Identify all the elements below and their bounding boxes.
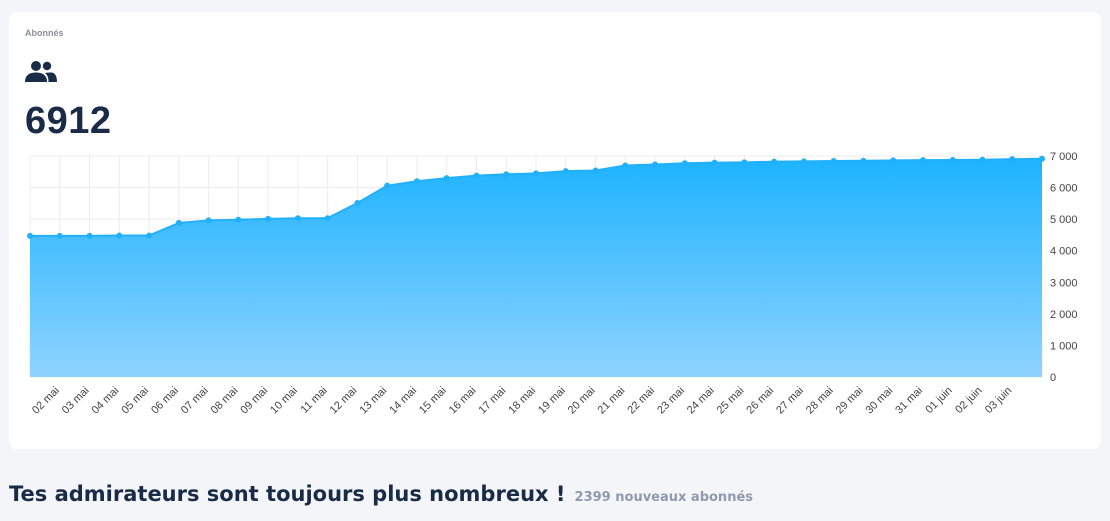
data-point <box>681 160 688 167</box>
data-point <box>354 200 361 207</box>
x-tick-label: 10 mai <box>268 385 300 417</box>
x-tick-label: 24 mai <box>685 385 717 417</box>
x-tick-label: 08 mai <box>209 385 241 417</box>
data-point <box>473 172 480 179</box>
x-tick-label: 07 mai <box>179 385 211 417</box>
data-point <box>830 158 837 165</box>
data-point <box>771 158 778 165</box>
x-tick-label: 04 mai <box>90 385 122 417</box>
y-tick-label: 7 000 <box>1050 151 1078 163</box>
series-area <box>30 158 1042 377</box>
data-point <box>205 217 212 224</box>
x-tick-label: 28 mai <box>804 385 836 417</box>
data-point <box>146 232 153 239</box>
y-tick-label: 0 <box>1050 372 1056 384</box>
x-tick-label: 16 mai <box>447 385 479 417</box>
footer-message: Tes admirateurs sont toujours plus nombr… <box>9 482 753 506</box>
x-tick-label: 03 mai <box>60 385 92 417</box>
x-tick-label: 25 mai <box>715 385 747 417</box>
data-point <box>919 157 926 164</box>
x-tick-label: 18 mai <box>506 385 538 417</box>
x-tick-label: 29 mai <box>834 385 866 417</box>
x-tick-label: 22 mai <box>625 385 657 417</box>
x-tick-label: 05 mai <box>119 385 151 417</box>
x-tick-label: 12 mai <box>328 385 360 417</box>
x-tick-label: 27 mai <box>774 385 806 417</box>
y-tick-label: 1 000 <box>1050 340 1078 352</box>
x-tick-label: 31 mai <box>893 385 925 417</box>
data-point <box>384 182 391 189</box>
subscribers-card: Abonnés 6912 0 1 000 2 000 3 000 4 000 5 000 6… <box>9 12 1101 449</box>
x-tick-label: 26 mai <box>744 385 776 417</box>
data-point <box>592 167 599 174</box>
data-point <box>741 159 748 166</box>
x-tick-label: 21 mai <box>596 385 628 417</box>
data-point <box>890 157 897 164</box>
x-tick-label: 23 mai <box>655 385 687 417</box>
data-point <box>1039 155 1045 162</box>
y-tick-label: 3 000 <box>1050 277 1078 289</box>
data-point <box>711 159 718 166</box>
x-tick-label: 13 mai <box>357 385 389 417</box>
x-tick-label: 06 mai <box>149 385 181 417</box>
data-point <box>979 156 986 163</box>
data-point <box>622 162 629 169</box>
data-point <box>265 215 272 222</box>
subscriber-count: 6912 <box>25 100 112 142</box>
data-point <box>503 171 510 178</box>
data-point <box>324 215 331 222</box>
new-subscribers-count: 2399 nouveaux abonnés <box>574 490 753 505</box>
data-point <box>413 178 420 185</box>
data-point <box>533 170 539 177</box>
x-tick-label: 30 mai <box>863 385 895 417</box>
x-tick-label: 17 mai <box>477 385 509 417</box>
y-tick-label: 2 000 <box>1050 309 1078 321</box>
x-tick-label: 01 juin <box>923 385 954 416</box>
data-point <box>294 215 301 222</box>
y-tick-label: 6 000 <box>1050 183 1078 195</box>
y-tick-label: 4 000 <box>1050 246 1078 258</box>
data-point <box>235 216 242 223</box>
card-label: Abonnés <box>25 28 64 38</box>
data-point <box>86 232 93 239</box>
x-tick-label: 20 mai <box>566 385 598 417</box>
data-point <box>116 232 123 239</box>
y-tick-label: 5 000 <box>1050 214 1078 226</box>
data-point <box>949 156 956 163</box>
x-tick-label: 02 juin <box>953 385 984 416</box>
x-tick-label: 03 juin <box>983 385 1014 416</box>
x-tick-label: 02 mai <box>30 385 62 417</box>
x-tick-label: 14 mai <box>387 385 419 417</box>
data-point <box>562 168 569 175</box>
x-tick-label: 19 mai <box>536 385 568 417</box>
data-point <box>800 158 807 165</box>
data-point <box>443 175 450 182</box>
x-tick-label: 11 mai <box>299 385 330 416</box>
data-point <box>56 232 63 239</box>
subscribers-chart: 0 1 000 2 000 3 000 4 000 5 000 6 000 7 000 02 m… <box>27 151 1078 417</box>
x-tick-label: 15 mai <box>417 385 449 417</box>
data-point <box>652 161 659 168</box>
footer-title: Tes admirateurs sont toujours plus nombr… <box>9 482 566 506</box>
x-tick-label: 09 mai <box>238 385 270 417</box>
data-point <box>1009 156 1016 163</box>
data-point <box>27 232 33 239</box>
data-point <box>175 219 182 226</box>
data-point <box>860 157 867 164</box>
people-icon <box>25 61 57 82</box>
